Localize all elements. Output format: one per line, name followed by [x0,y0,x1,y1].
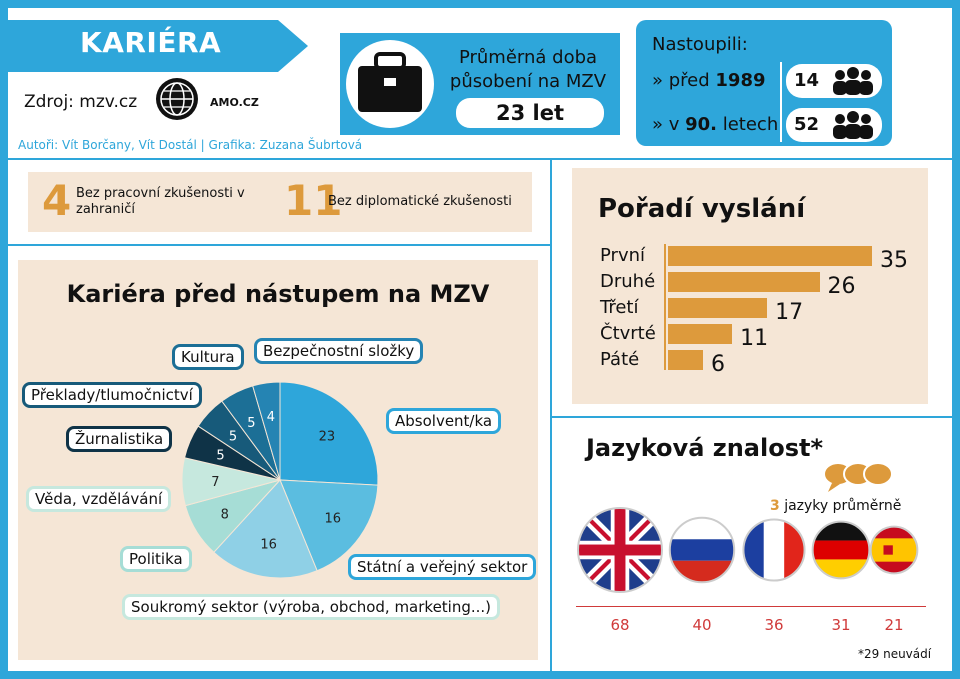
pie-label-soukromy-sektor: Soukromý sektor (výroba, obchod, marketi… [122,594,501,620]
pie-label-veda: Věda, vzdělávání [26,486,172,512]
bar [668,298,768,318]
pie-slice-value: 5 [216,448,224,463]
bar-value-label: 35 [880,248,908,273]
language-note: *29 neuvádí [858,647,932,661]
bar [668,350,703,370]
bar-value-label: 17 [775,300,804,325]
divider [8,244,552,246]
pie-slice-value: 8 [221,508,229,523]
pie-slice-value: 4 [267,410,275,425]
language-value-label: 31 [831,616,851,634]
people-icon [833,67,873,95]
divider [550,158,552,672]
speech-bubbles-icon [823,462,893,492]
title-banner [8,20,308,72]
bar-value-label: 26 [827,274,856,299]
divider [8,158,952,160]
pie-slice-value: 16 [324,511,341,526]
language-value-label: 21 [884,616,904,634]
flag-němčina [811,520,871,580]
bar-category-label: Třetí [600,297,639,318]
bar-category-label: Druhé [600,271,656,292]
stat-label: Bez pracovní zkušenosti v zahraničí [76,186,245,217]
pie-label-politika: Politika [120,546,192,572]
pie-label-bezpecnost: Bezpečnostní složky [254,338,424,364]
language-flags [577,507,919,593]
pie-label-statni-sektor: Státní a veřejný sektor [348,554,537,580]
flag-španělština [869,525,919,575]
pie-slice [213,479,318,579]
pie-slice-value: 5 [229,429,237,444]
divider [780,62,782,142]
pie-slice [252,381,281,481]
globe-logo-icon [156,78,198,120]
pie-chart-title: Kariéra před nástupem na MZV [66,280,490,308]
bar-value-label: 6 [710,352,725,377]
bar [668,324,733,344]
language-value-label: 40 [692,616,712,634]
source-label: Zdroj: mzv.cz [24,92,138,112]
language-baseline [576,606,926,607]
bar-value-label: 11 [740,326,769,351]
language-average: 3 jazyky průměrně [770,498,902,514]
pie-slice [279,381,379,486]
briefcase-icon [346,40,434,128]
pie-slice [279,479,379,572]
flag-francouzština [742,518,806,582]
joined-title: Nastoupili: [652,34,748,55]
bar-category-label: První [600,245,645,266]
flag-ruština [668,516,736,584]
page-title: KARIÉRA [80,26,222,59]
stat-number: 4 [42,176,72,225]
bar-category-label: Čtvrté [600,323,656,344]
tenure-label: Průměrná doba působení na MZV [449,47,607,92]
pie-label-preklady: Překlady/tlumočnictví [22,382,202,408]
pie-slice-value: 7 [211,475,219,490]
divider [552,416,952,418]
authors-credit: Autoři: Vít Borčany, Vít Dostál | Grafik… [18,138,363,152]
joined-row-1989: » před 1989 [652,70,766,91]
joined-count-90s: 52 [786,108,882,142]
order-chart-title: Pořadí vyslání [598,194,806,224]
language-chart-title: Jazyková znalost* [586,434,824,462]
logo-text: AMO.CZ [210,96,259,109]
bar [668,272,820,292]
bar-axis [664,244,666,370]
language-value-label: 68 [610,616,630,634]
language-value-label: 36 [764,616,784,634]
pie-slice-value: 16 [260,538,277,553]
pie-slice-value: 23 [319,429,336,444]
joined-row-90s: » v 90. letech [652,114,779,135]
stat-number: 11 [284,176,343,225]
flag-angličtina [577,507,663,593]
people-icon [833,111,873,139]
joined-count-1989: 14 [786,64,882,98]
pie-label-zurnalistika: Žurnalistika [66,426,173,452]
bar-category-label: Páté [600,349,640,370]
pie-label-kultura: Kultura [172,344,244,370]
pie-label-absolvent: Absolvent/ka [386,408,502,434]
pie-slice-value: 5 [247,416,255,431]
tenure-value: 23 let [456,98,604,128]
experience-stats-box [28,172,532,232]
stat-label: Bez diplomatické zkušenosti [328,194,512,209]
bar [668,246,872,266]
